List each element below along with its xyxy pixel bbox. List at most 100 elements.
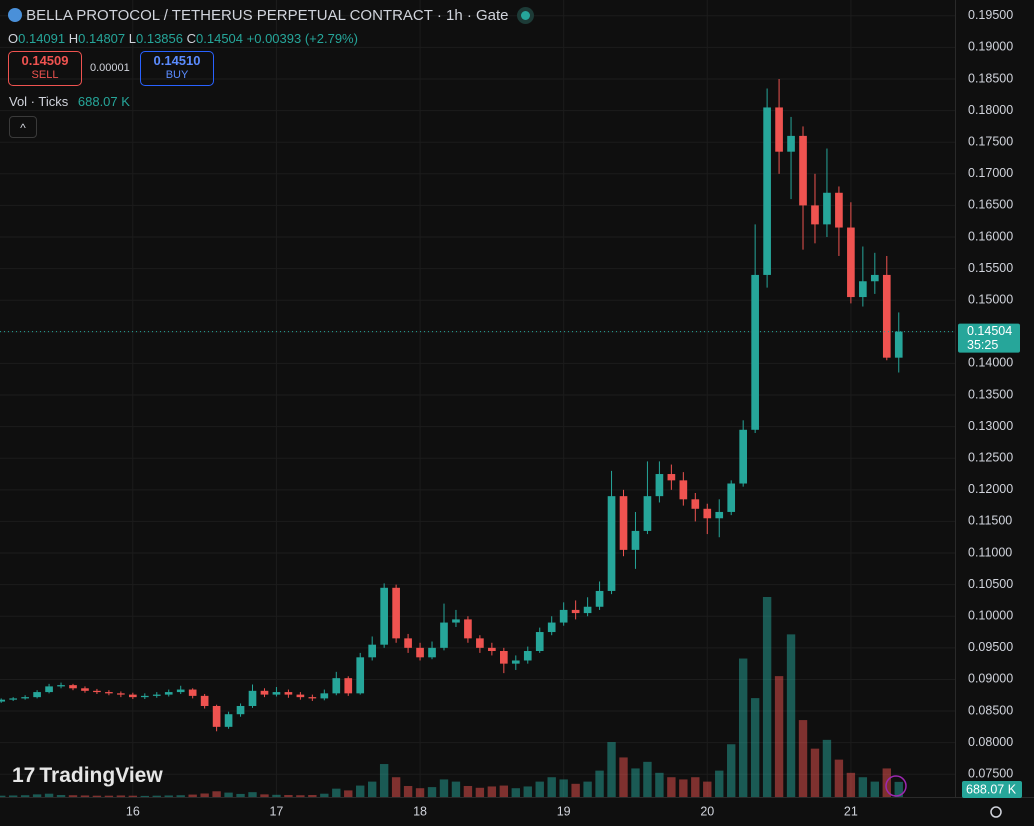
spread: 0.00001 (90, 62, 130, 74)
sell-price: 0.14509 (21, 53, 69, 68)
candle-body (260, 690, 269, 695)
candle-body (715, 511, 724, 519)
volume-value-label: 688.07 K (966, 782, 1017, 796)
y-tick-label: 0.17000 (968, 166, 1013, 180)
y-tick-label: 0.12500 (968, 451, 1013, 465)
y-tick-label: 0.15000 (968, 293, 1013, 307)
sell-button[interactable]: 0.14509 SELL (8, 51, 82, 86)
volume-bar (679, 779, 688, 797)
candle-body (859, 281, 867, 298)
y-tick-label: 0.18500 (968, 71, 1013, 85)
volume-bar (583, 781, 592, 797)
last-price-label: 0.14504 (967, 324, 1012, 338)
volume-bar (0, 795, 6, 797)
candle-body (33, 692, 41, 698)
candle-body (607, 496, 616, 591)
x-tick-label: 21 (844, 804, 858, 818)
candle-body (117, 693, 125, 695)
candle-body (69, 685, 77, 689)
x-tick-label: 19 (557, 804, 571, 818)
volume-bar (403, 786, 413, 797)
y-tick-label: 0.10000 (968, 609, 1013, 623)
y-tick-label: 0.14000 (968, 356, 1013, 370)
volume-value-box (962, 781, 1022, 798)
volume-bar (547, 777, 556, 797)
volume-bar (260, 794, 269, 797)
x-tick-label: 17 (269, 804, 283, 818)
y-tick-label: 0.17500 (968, 135, 1013, 149)
candle-body (751, 274, 759, 430)
candle-body (284, 692, 293, 695)
volume-bar (691, 777, 700, 797)
volume-bar (786, 634, 796, 797)
coin-icon (8, 8, 22, 22)
volume-bar (236, 793, 245, 797)
y-tick-label: 0.07500 (968, 767, 1013, 781)
volume-bar (846, 772, 856, 797)
candle-body (882, 274, 891, 358)
ohlc-value: 0.14504 (196, 31, 244, 46)
buy-button[interactable]: 0.14510 BUY (140, 51, 214, 86)
volume-bar (104, 795, 114, 797)
candle-body (236, 705, 245, 715)
sell-label: SELL (31, 69, 59, 81)
volume-bar (571, 783, 580, 797)
collapse-button[interactable]: ^ (9, 116, 37, 138)
y-tick-label: 0.16000 (968, 229, 1013, 243)
volume-bar (655, 772, 664, 797)
candle-body (140, 695, 149, 698)
volume-bar (738, 658, 748, 797)
candle-body (595, 590, 604, 607)
volume-bar (164, 795, 173, 797)
volume-bar (427, 787, 437, 797)
candle-body (488, 647, 496, 651)
candle-body (835, 192, 843, 228)
volume-bar (715, 770, 724, 797)
y-tick-label: 0.18000 (968, 103, 1013, 117)
volume-bar (439, 779, 449, 797)
candle-body (847, 227, 855, 298)
candle-body (511, 660, 520, 664)
y-tick-label: 0.08000 (968, 735, 1013, 749)
chart-title: BELLA PROTOCOL / TETHERUS PERPETUAL CONT… (26, 7, 509, 24)
volume-bar (56, 795, 66, 797)
candle-body (571, 609, 580, 614)
ohlc-value: 0.14807 (78, 31, 126, 46)
candle-body (499, 650, 508, 664)
candle-body (248, 690, 257, 706)
volume-bar (631, 768, 640, 797)
candle-body (679, 480, 688, 500)
volume-bar (80, 795, 90, 797)
volume-bar (308, 795, 317, 797)
volume-bar (774, 676, 784, 797)
volume-bar (762, 597, 772, 797)
x-tick-label: 18 (413, 804, 427, 818)
volume-bar (320, 793, 329, 797)
volume-bar (858, 777, 868, 797)
volume-bar (284, 795, 293, 797)
volume-bar (559, 779, 568, 797)
y-tick-label: 0.09500 (968, 640, 1013, 654)
volume-value: 688.07 K (77, 94, 130, 109)
candle-body (416, 647, 424, 658)
candle-body (45, 686, 53, 693)
volume-bar (798, 720, 808, 797)
volume-bar (750, 698, 760, 797)
candle-body (308, 697, 317, 699)
candle-body (739, 429, 748, 484)
candle-body (164, 692, 173, 695)
volume-bar (475, 787, 485, 797)
candle-body (392, 587, 400, 639)
volume-bar (92, 795, 102, 797)
volume-bar (272, 794, 281, 797)
y-tick-label: 0.15500 (968, 261, 1013, 275)
candle-body (894, 331, 903, 358)
volume-bar (643, 761, 652, 797)
candle-body (583, 606, 592, 614)
candle-body (763, 107, 771, 275)
ohlc-letter: L (128, 31, 136, 46)
candle-body (703, 508, 712, 519)
volume-bar (140, 795, 149, 797)
candle-body (344, 678, 353, 694)
buy-price: 0.14510 (153, 53, 201, 68)
